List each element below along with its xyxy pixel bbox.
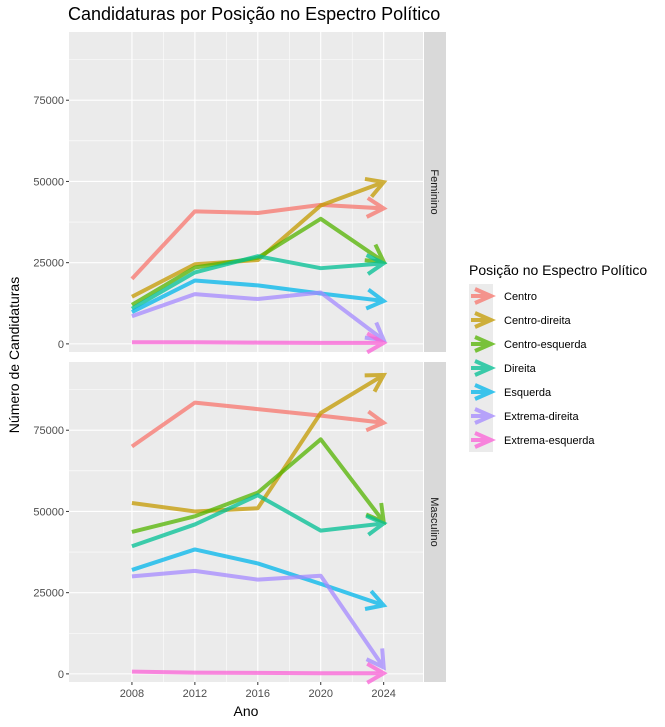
legend-label: Esquerda xyxy=(504,387,552,399)
series-arrow-head xyxy=(365,514,388,537)
series-arrow-head xyxy=(365,648,386,671)
series-arrow-head xyxy=(365,196,388,219)
facet-panel-masculino: 0 25000 50000 75000 Masculino xyxy=(33,362,446,685)
series-line xyxy=(131,340,384,345)
y-axis-title: Número de Candidaturas xyxy=(6,277,22,433)
legend-key-arrow xyxy=(471,407,496,425)
series-arrow-head xyxy=(365,288,388,311)
series-arrow-head xyxy=(364,589,388,611)
series-esquerda xyxy=(131,278,388,314)
legend-key-arrow-head xyxy=(474,335,496,353)
series-line xyxy=(131,437,386,534)
legend-key-arrow xyxy=(471,359,496,377)
facet-panel-feminino: 0 25000 50000 75000 Feminino xyxy=(33,32,446,355)
legend-item-extrema-direita: Extrema-direita xyxy=(469,404,579,428)
legend-key-arrow xyxy=(471,383,496,401)
series-line xyxy=(131,373,385,514)
series-esquerda xyxy=(131,547,388,611)
series-arrow-head xyxy=(364,372,388,393)
legend-item-centro-esquerda: Centro-esquerda xyxy=(469,332,587,356)
legend-label: Direita xyxy=(504,363,537,375)
series-line xyxy=(131,278,384,314)
x-tick-label: 2020 xyxy=(308,688,332,700)
legend-key-arrow-head xyxy=(474,383,496,401)
facet-strip-label: Masculino xyxy=(428,497,440,547)
legend-key-arrow-head xyxy=(474,359,496,377)
legend-key-arrow-head xyxy=(474,431,496,449)
legend-key-arrow xyxy=(471,431,496,449)
series-centro-direita xyxy=(131,372,388,514)
series-centro xyxy=(130,196,388,281)
legend-key-arrow-head xyxy=(474,311,496,329)
series-centro-direita xyxy=(131,176,388,299)
series-direita xyxy=(131,493,388,549)
legend-key-arrow xyxy=(471,335,496,353)
legend-label: Centro xyxy=(504,291,537,303)
series-arrow-head xyxy=(366,331,388,355)
legend-item-extrema-esquerda: Extrema-esquerda xyxy=(469,428,595,452)
chart-title: Candidaturas por Posição no Espectro Pol… xyxy=(68,4,440,24)
series-line xyxy=(131,290,385,342)
y-tick-label: 50000 xyxy=(33,176,64,188)
facet-strip xyxy=(424,32,446,352)
series-line xyxy=(131,669,384,676)
y-tick-label: 25000 xyxy=(33,588,64,600)
legend-key-arrow-head xyxy=(474,287,496,305)
y-tick-label: 25000 xyxy=(33,258,64,270)
y-tick-label: 0 xyxy=(58,669,64,681)
y-tick-label: 75000 xyxy=(33,95,64,107)
series-line xyxy=(131,547,385,608)
x-tick-label: 2008 xyxy=(120,688,144,700)
legend-label: Centro-esquerda xyxy=(504,339,587,351)
series-extrema-esquerda xyxy=(131,331,388,355)
panel-background xyxy=(69,362,423,682)
series-line xyxy=(131,180,385,299)
legend-key-arrow-head xyxy=(474,407,496,425)
facet-strip xyxy=(424,362,446,682)
legend-title: Posição no Espectro Político xyxy=(469,262,647,278)
legend-item-direita: Direita xyxy=(469,356,537,380)
series-direita xyxy=(130,253,388,311)
series-arrow-head xyxy=(364,321,387,343)
legend-item-centro: Centro xyxy=(469,284,537,308)
legend-label: Extrema-direita xyxy=(504,411,579,423)
series-extrema-esquerda xyxy=(131,661,388,685)
y-tick-label: 75000 xyxy=(33,425,64,437)
x-tick-label: 2016 xyxy=(246,688,270,700)
legend: Posição no Espectro Político Centro Centr… xyxy=(466,258,656,458)
legend-item-esquerda: Esquerda xyxy=(469,380,552,404)
series-arrow-head xyxy=(365,253,388,276)
series-line xyxy=(131,568,386,669)
series-extrema-direita xyxy=(131,290,387,343)
series-line xyxy=(131,493,384,549)
legend-label: Centro-direita xyxy=(504,315,572,327)
series-arrow-head xyxy=(366,661,388,685)
facet-strip-label: Feminino xyxy=(428,169,440,214)
facet-panels: 0 25000 50000 75000 Feminino 0 25000 50000 75000… xyxy=(33,32,446,700)
series-line xyxy=(130,202,384,281)
series-arrow-head xyxy=(365,409,388,433)
panel-background xyxy=(69,32,423,352)
legend-background xyxy=(466,258,656,458)
series-line xyxy=(130,254,384,311)
x-tick-label: 2024 xyxy=(371,688,395,700)
y-tick-label: 0 xyxy=(58,339,64,351)
legend-label: Extrema-esquerda xyxy=(504,435,595,447)
series-centro xyxy=(130,400,388,449)
legend-key-arrow xyxy=(471,311,496,329)
series-extrema-direita xyxy=(131,568,386,671)
series-arrow-head xyxy=(364,176,388,199)
x-axis-title: Ano xyxy=(234,703,259,719)
series-line xyxy=(130,400,384,449)
legend-item-centro-direita: Centro-direita xyxy=(469,308,572,332)
legend-key-arrow xyxy=(471,287,496,305)
y-tick-label: 50000 xyxy=(33,506,64,518)
x-tick-label: 2012 xyxy=(183,688,207,700)
